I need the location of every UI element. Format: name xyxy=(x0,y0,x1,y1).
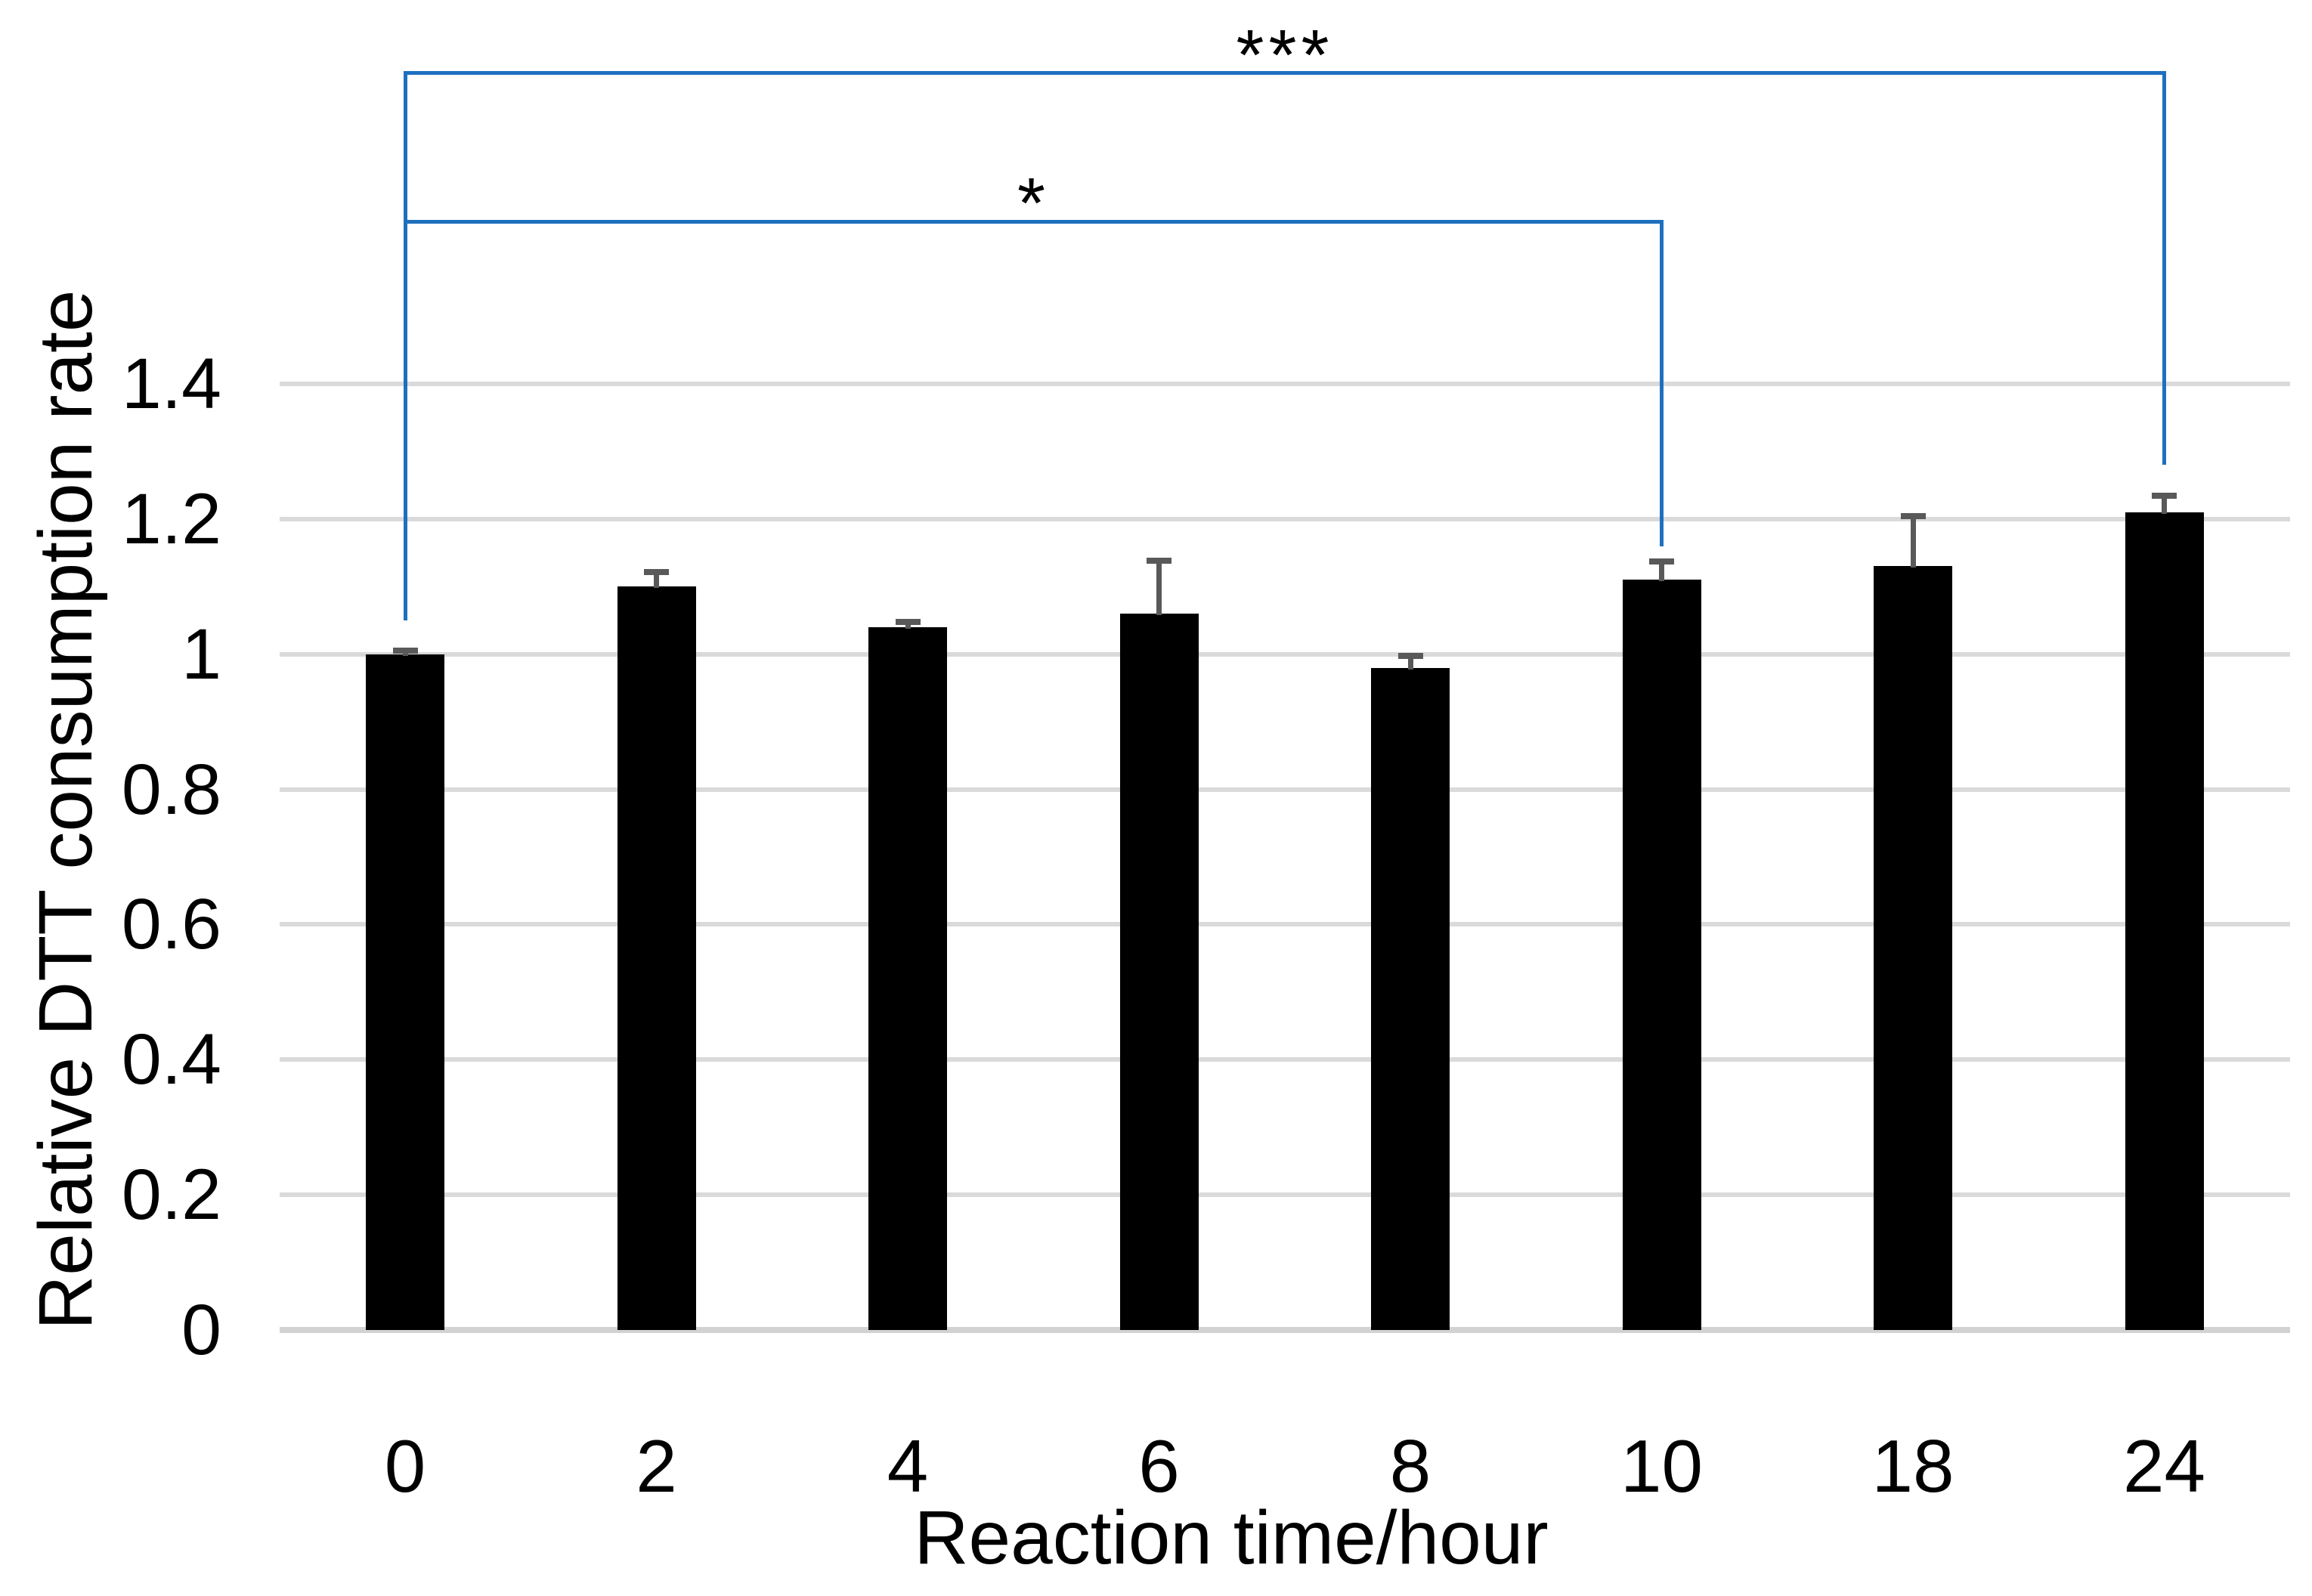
sig-bracket-right-drop xyxy=(2162,73,2167,466)
sig-bracket-label: *** xyxy=(1236,14,1334,95)
error-bar-stem xyxy=(1659,561,1665,582)
error-bar-stem xyxy=(2162,495,2168,514)
error-bar-cap xyxy=(2152,492,2177,499)
x-axis-line xyxy=(280,1327,2290,1333)
y-tick-label: 1.2 xyxy=(121,478,221,559)
bar xyxy=(1119,614,1199,1330)
gridline xyxy=(280,787,2290,792)
bar xyxy=(868,626,948,1330)
error-bar-cap xyxy=(1397,652,1423,659)
error-bar-stem xyxy=(1156,561,1162,616)
sig-bracket-left-drop xyxy=(403,221,407,620)
sig-bracket-label: * xyxy=(1017,163,1050,244)
error-bar-stem xyxy=(654,571,660,589)
x-tick-label: 2 xyxy=(636,1424,677,1508)
error-bar-cap xyxy=(644,568,670,575)
error-bar-cap xyxy=(1900,513,1926,520)
sig-bracket-right-drop xyxy=(1660,221,1664,546)
gridline xyxy=(280,922,2290,927)
error-bar-cap xyxy=(392,648,418,654)
y-tick-label: 0.2 xyxy=(121,1155,221,1236)
error-bar-cap xyxy=(1649,558,1675,565)
x-tick-label: 18 xyxy=(1871,1424,1955,1508)
gridline xyxy=(280,1057,2290,1062)
x-tick-label: 4 xyxy=(887,1424,929,1508)
x-axis-title: Reaction time/hour xyxy=(914,1495,1549,1580)
x-tick-label: 24 xyxy=(2122,1424,2205,1508)
error-bar-stem xyxy=(1910,516,1916,568)
gridline xyxy=(280,382,2290,386)
sig-bracket-line xyxy=(403,71,2167,76)
y-tick-label: 0 xyxy=(181,1290,221,1370)
x-tick-label: 8 xyxy=(1389,1424,1431,1508)
y-tick-label: 0.4 xyxy=(121,1019,221,1100)
y-axis-title: Relative DTT consumption rate xyxy=(23,289,108,1330)
y-tick-label: 0.6 xyxy=(121,884,221,965)
y-tick-label: 0.8 xyxy=(121,749,221,830)
y-tick-label: 1 xyxy=(181,614,221,694)
x-tick-label: 10 xyxy=(1620,1424,1703,1508)
bar xyxy=(1622,580,1701,1330)
x-tick-label: 0 xyxy=(384,1424,426,1508)
error-bar-cap xyxy=(895,618,921,625)
error-bar-stem xyxy=(1407,655,1413,670)
y-tick-label: 1.4 xyxy=(121,344,221,424)
x-tick-label: 6 xyxy=(1138,1424,1180,1508)
gridline xyxy=(280,651,2290,657)
gridline xyxy=(280,516,2290,521)
bar xyxy=(1874,566,1953,1330)
error-bar-cap xyxy=(1147,558,1172,564)
bar xyxy=(1371,667,1450,1330)
sig-bracket-line xyxy=(403,219,1664,224)
error-bar-stem xyxy=(905,621,911,629)
bar xyxy=(366,654,445,1330)
bar xyxy=(2125,512,2204,1330)
bar xyxy=(617,586,696,1330)
gridline xyxy=(280,1192,2290,1198)
